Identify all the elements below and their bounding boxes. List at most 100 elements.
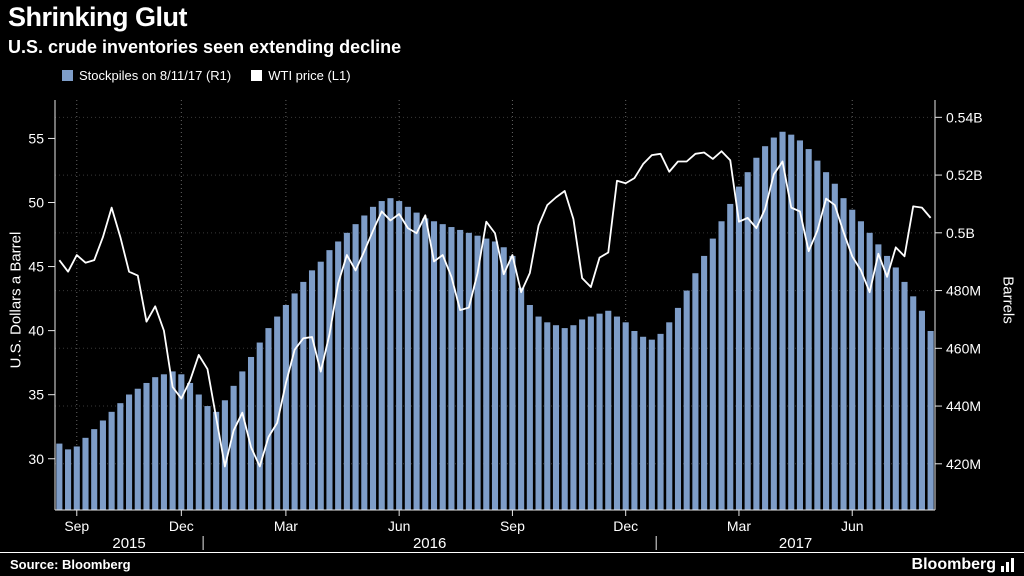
- legend-swatch-stockpiles: [62, 70, 73, 81]
- bloomberg-wordmark: Bloomberg: [911, 555, 996, 573]
- stockpile-bar: [204, 406, 211, 510]
- stockpile-bar: [779, 131, 786, 510]
- stockpile-bar: [718, 221, 725, 510]
- right-tick-label: 460M: [946, 340, 981, 356]
- stockpile-bar: [796, 140, 803, 511]
- stockpile-bar: [247, 356, 255, 510]
- left-tick-label: 40: [28, 323, 44, 339]
- stockpile-bar: [160, 374, 167, 510]
- chart-canvas: 30 35 40 45 50 55 420M 440M 460M 480M 0.5B 0.52B 0.5…: [28, 100, 983, 552]
- legend-label-stockpiles: Stockpiles on 8/11/17 (R1): [79, 68, 232, 83]
- stockpile-bar: [108, 411, 115, 510]
- stockpile-bar: [823, 172, 830, 510]
- stockpile-bar: [814, 160, 821, 510]
- stockpile-bar: [901, 281, 908, 510]
- stockpile-bar: [439, 224, 446, 510]
- right-tick-label: 0.54B: [946, 109, 983, 125]
- stockpile-bar: [762, 146, 769, 510]
- stockpile-bar: [735, 186, 743, 510]
- page-subtitle: U.S. crude inventories seen extending de…: [8, 37, 402, 57]
- left-axis: 30 35 40 45 50 55: [28, 100, 56, 510]
- x-tick-label: Dec: [169, 518, 194, 534]
- year-label: 2017: [779, 535, 812, 552]
- stockpile-bar: [265, 328, 272, 510]
- stockpile-bar: [457, 229, 464, 510]
- x-axis: Sep Dec Mar Jun Sep Dec Mar Jun: [55, 509, 935, 534]
- stockpile-bar: [143, 382, 150, 510]
- stockpile-bar: [300, 281, 307, 510]
- stockpile-bar: [857, 221, 864, 510]
- bloomberg-logo-icon: [1001, 557, 1014, 572]
- left-tick-label: 35: [28, 387, 44, 403]
- stockpile-bar: [343, 232, 350, 510]
- stockpile-bar: [744, 172, 751, 510]
- stockpile-bar: [396, 201, 403, 510]
- legend-item-stockpiles: Stockpiles on 8/11/17 (R1): [62, 68, 231, 83]
- x-tick-label: Mar: [274, 518, 298, 534]
- stockpile-bar: [213, 411, 220, 510]
- stockpile-bar: [178, 374, 185, 510]
- stockpile-bar: [561, 328, 568, 510]
- stockpile-bar: [666, 322, 673, 510]
- left-tick-label: 30: [28, 451, 44, 467]
- stockpile-bar: [875, 244, 882, 510]
- x-tick-label: Dec: [613, 518, 638, 534]
- stockpile-bar: [195, 394, 202, 510]
- footer: Source: Bloomberg Bloomberg: [0, 552, 1024, 576]
- legend-label-wti: WTI price (L1): [268, 68, 351, 83]
- stockpile-bar: [866, 232, 873, 510]
- stockpile-bar: [335, 241, 342, 511]
- stockpile-bar: [99, 420, 106, 510]
- stockpile-bar: [91, 429, 98, 510]
- stockpile-bar: [404, 206, 411, 510]
- stockpile-bar: [221, 400, 228, 510]
- stockpile-bar: [352, 224, 359, 510]
- wti-line: [58, 150, 932, 468]
- right-tick-label: 420M: [946, 456, 981, 472]
- stockpile-bar: [230, 385, 237, 510]
- stockpile-bar: [910, 296, 917, 510]
- stockpile-bar: [73, 446, 80, 510]
- stockpile-bar: [770, 137, 777, 510]
- x-tick-label: Sep: [500, 518, 525, 534]
- stockpile-bar: [892, 267, 899, 510]
- stockpile-bar: [596, 313, 603, 510]
- left-tick-label: 55: [28, 130, 44, 146]
- stockpile-bar: [413, 212, 420, 511]
- stockpile-bar: [187, 382, 194, 510]
- stockpile-bar: [256, 342, 263, 510]
- stockpile-bar: [126, 394, 133, 510]
- legend: Stockpiles on 8/11/17 (R1) WTI price (L1…: [62, 68, 351, 83]
- stockpile-bar: [570, 325, 577, 510]
- stockpile-bar: [579, 319, 586, 510]
- stockpile-bar: [927, 330, 934, 510]
- stockpile-bar: [274, 316, 281, 510]
- stockpile-bar: [239, 371, 246, 510]
- stockpile-bar: [805, 149, 812, 510]
- stockpile-bar: [169, 371, 176, 510]
- stockpile-bar: [640, 336, 647, 510]
- year-label: 2016: [413, 535, 446, 552]
- wti-price-line: [58, 150, 932, 468]
- legend-swatch-wti: [251, 70, 263, 81]
- stockpile-bar: [117, 403, 124, 510]
- stockpile-bar: [500, 247, 507, 510]
- stockpile-bar: [605, 310, 612, 510]
- stockpile-bar: [387, 198, 394, 511]
- stockpile-bar: [831, 183, 838, 510]
- stockpile-bar: [282, 305, 289, 510]
- bloomberg-logo: Bloomberg: [912, 556, 1014, 574]
- stockpile-bar: [56, 443, 63, 510]
- stockpile-bar: [378, 201, 385, 510]
- stockpile-bar: [692, 273, 699, 510]
- stockpile-bar: [552, 325, 560, 510]
- stockpile-bar: [509, 255, 516, 510]
- source-text: Source: Bloomberg: [10, 557, 131, 572]
- year-row: 2015 2016 2017: [112, 535, 812, 552]
- stockpile-bar: [152, 377, 159, 510]
- stockpile-bar: [465, 232, 472, 510]
- stockpile-bar: [526, 305, 533, 510]
- stockpile-bar: [82, 437, 89, 510]
- stockpile-bar: [587, 316, 594, 510]
